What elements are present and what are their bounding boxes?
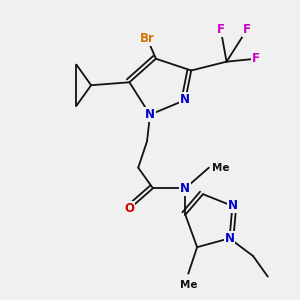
Text: N: N	[145, 108, 155, 121]
Text: N: N	[180, 182, 190, 195]
Text: N: N	[227, 200, 237, 212]
Text: F: F	[217, 23, 225, 36]
Text: F: F	[252, 52, 260, 65]
Text: Br: Br	[140, 32, 154, 45]
Text: O: O	[124, 202, 134, 215]
Text: Me: Me	[179, 280, 197, 290]
Text: F: F	[243, 23, 251, 36]
Text: Me: Me	[212, 163, 229, 173]
Text: N: N	[180, 93, 190, 106]
Text: N: N	[224, 232, 235, 245]
